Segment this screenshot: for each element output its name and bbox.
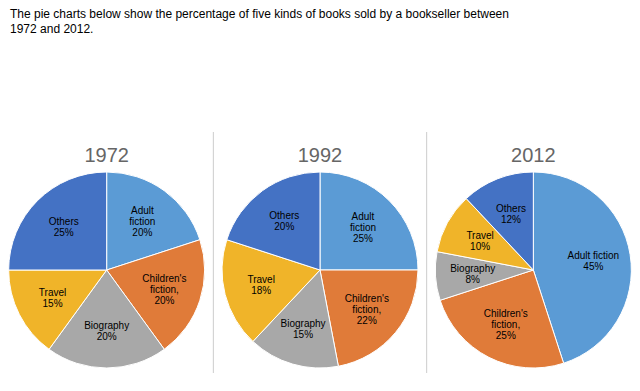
text-line: Children's xyxy=(142,273,186,284)
data-label: Children'sfiction,25% xyxy=(484,308,528,341)
text-line: Children's xyxy=(484,308,528,319)
data-label: Biography8% xyxy=(450,263,495,285)
text-line: 15% xyxy=(43,298,63,309)
data-label: Adult fiction45% xyxy=(567,250,619,272)
pie-title: 2012 xyxy=(511,144,556,166)
pie-title: 1992 xyxy=(298,144,343,166)
text-line: fiction, xyxy=(491,319,520,330)
text-line: 22% xyxy=(357,315,377,326)
text-line: 1972 and 2012. xyxy=(10,22,93,36)
pie-slice xyxy=(9,172,107,270)
text-line: Travel xyxy=(39,287,66,298)
pie-slice xyxy=(9,270,107,349)
text-line: Adult fiction xyxy=(567,250,619,261)
text-line: Biography xyxy=(281,318,326,329)
text-line: The pie charts below show the percentage… xyxy=(10,7,509,21)
divider xyxy=(426,132,427,373)
data-label: Others20% xyxy=(269,210,299,232)
text-line: 25% xyxy=(54,227,74,238)
text-line: 12% xyxy=(501,214,521,225)
text-line: 20% xyxy=(97,331,117,342)
pie-group: Adultfiction20%Children'sfiction,20%Biog… xyxy=(9,172,205,368)
chart-title: The pie charts below show the percentage… xyxy=(10,7,509,36)
text-line: Biography xyxy=(450,263,495,274)
pie-slice xyxy=(466,172,533,270)
data-label: Others12% xyxy=(496,203,526,225)
text-line: Biography xyxy=(84,320,129,331)
chart-svg: The pie charts below show the percentage… xyxy=(0,0,640,391)
text-line: fiction xyxy=(129,216,155,227)
text-line: Children's xyxy=(345,293,389,304)
text-line: fiction, xyxy=(150,284,179,295)
text-line: fiction, xyxy=(352,304,381,315)
data-label: Biography15% xyxy=(281,318,326,340)
pie-group: Adult fiction45% Children'sfiction,25% Bio… xyxy=(435,172,631,368)
pie-slice xyxy=(320,172,418,270)
data-label: Biography20% xyxy=(84,320,129,342)
text-line: 20% xyxy=(132,227,152,238)
text-line: Others xyxy=(269,210,299,221)
text-line: Others xyxy=(496,203,526,214)
pie-group: Adultfiction25% Children'sfiction,22% Biog… xyxy=(222,172,418,368)
text-line: Adult xyxy=(131,205,154,216)
text-line: 25% xyxy=(353,233,373,244)
text-line: 18% xyxy=(251,285,271,296)
data-label: Travel18% xyxy=(247,274,274,296)
data-label: Travel15% xyxy=(39,287,66,309)
text-line: Travel xyxy=(247,274,274,285)
chart-container: The pie charts below show the percentage… xyxy=(0,0,640,391)
data-label: Others25% xyxy=(49,216,79,238)
text-line: Travel xyxy=(466,230,493,241)
text-line: 10% xyxy=(470,241,490,252)
text-line: Others xyxy=(49,216,79,227)
text-line: 20% xyxy=(274,221,294,232)
text-line: 8% xyxy=(465,274,480,285)
data-label: Adultfiction20% xyxy=(129,205,155,238)
data-label: Children'sfiction,22% xyxy=(345,293,389,326)
data-label: Adultfiction25% xyxy=(350,211,376,244)
text-line: 20% xyxy=(154,295,174,306)
data-label: Children'sfiction,20% xyxy=(142,273,186,306)
text-line: 45% xyxy=(583,261,603,272)
pie-slice xyxy=(227,172,320,270)
text-line: 15% xyxy=(293,329,313,340)
text-line: 25% xyxy=(496,330,516,341)
text-line: Adult xyxy=(352,211,375,222)
text-line: fiction xyxy=(350,222,376,233)
divider xyxy=(213,132,214,373)
pie-title: 1972 xyxy=(84,144,129,166)
data-label: Travel10% xyxy=(466,230,493,252)
